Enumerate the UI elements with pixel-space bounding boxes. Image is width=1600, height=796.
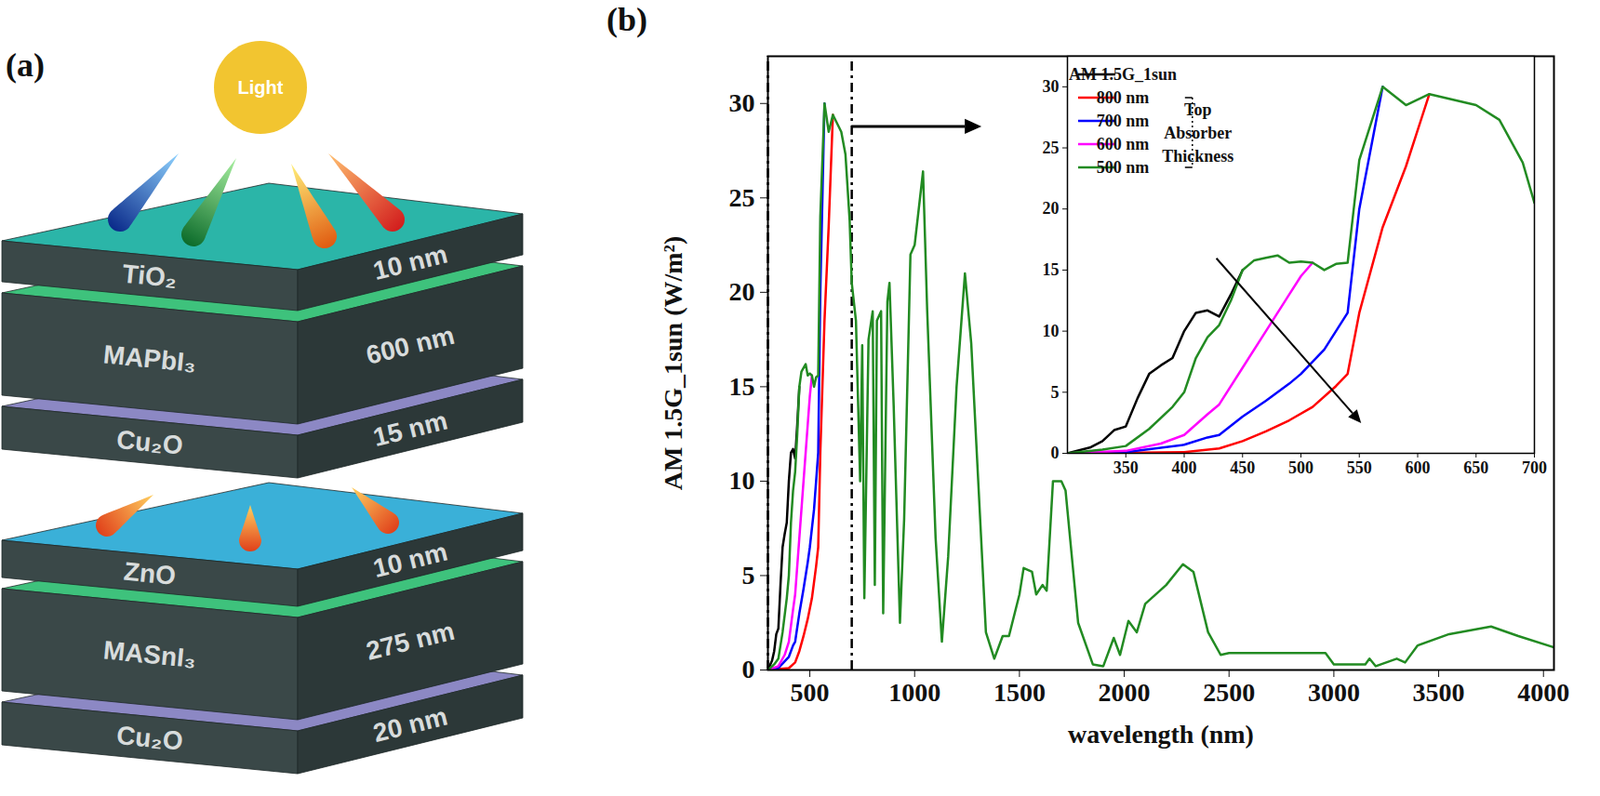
svg-text:350: 350 bbox=[1113, 458, 1139, 478]
svg-text:15 nm: 15 nm bbox=[370, 406, 451, 454]
svg-text:10: 10 bbox=[729, 466, 756, 495]
svg-text:AM 1.5G_1sun (W/m²): AM 1.5G_1sun (W/m²) bbox=[658, 236, 688, 492]
svg-text:600: 600 bbox=[1405, 458, 1431, 478]
svg-text:650: 650 bbox=[1463, 458, 1489, 478]
svg-text:0: 0 bbox=[742, 654, 756, 684]
svg-text:2500: 2500 bbox=[1202, 678, 1255, 707]
svg-text:1000: 1000 bbox=[888, 678, 941, 707]
svg-text:400: 400 bbox=[1172, 458, 1198, 478]
svg-text:500: 500 bbox=[790, 678, 830, 707]
svg-text:20: 20 bbox=[1042, 199, 1060, 218]
svg-text:Absorber: Absorber bbox=[1163, 123, 1232, 143]
svg-text:25: 25 bbox=[1042, 138, 1060, 158]
svg-text:600 nm: 600 nm bbox=[1096, 134, 1150, 154]
svg-text:500 nm: 500 nm bbox=[1096, 158, 1150, 177]
svg-text:(a): (a) bbox=[5, 46, 45, 84]
svg-text:Top: Top bbox=[1184, 100, 1212, 120]
svg-text:275 nm: 275 nm bbox=[363, 616, 458, 667]
svg-text:30: 30 bbox=[729, 88, 756, 118]
svg-text:3000: 3000 bbox=[1307, 678, 1360, 707]
svg-text:1500: 1500 bbox=[993, 678, 1046, 707]
svg-text:10 nm: 10 nm bbox=[370, 537, 451, 585]
svg-text:15: 15 bbox=[1042, 260, 1060, 280]
svg-text:ZnO: ZnO bbox=[122, 557, 178, 591]
svg-text:550: 550 bbox=[1346, 458, 1373, 478]
svg-text:30: 30 bbox=[1042, 77, 1060, 96]
svg-text:4000: 4000 bbox=[1517, 678, 1570, 707]
svg-text:TiO₂: TiO₂ bbox=[120, 259, 178, 294]
svg-text:600 nm: 600 nm bbox=[363, 320, 458, 371]
svg-text:Light: Light bbox=[238, 77, 284, 98]
svg-text:700: 700 bbox=[1521, 458, 1547, 478]
svg-text:AM 1.5G_1sun: AM 1.5G_1sun bbox=[1068, 65, 1177, 84]
svg-text:Cu₂O: Cu₂O bbox=[115, 425, 185, 461]
svg-text:25: 25 bbox=[729, 183, 756, 213]
svg-text:5: 5 bbox=[1051, 383, 1060, 402]
svg-text:wavelength (nm): wavelength (nm) bbox=[1067, 720, 1254, 749]
svg-text:700 nm: 700 nm bbox=[1096, 111, 1150, 131]
svg-text:2000: 2000 bbox=[1098, 678, 1151, 707]
svg-text:Cu₂O: Cu₂O bbox=[115, 720, 185, 757]
svg-text:15: 15 bbox=[729, 372, 756, 401]
svg-text:20: 20 bbox=[729, 277, 756, 307]
svg-text:0: 0 bbox=[1051, 443, 1060, 463]
svg-text:500: 500 bbox=[1288, 458, 1314, 478]
svg-text:Thickness: Thickness bbox=[1161, 146, 1234, 166]
svg-text:10: 10 bbox=[1042, 321, 1060, 341]
html-text:(b): (b) bbox=[606, 0, 648, 39]
svg-text:MAPbI₃: MAPbI₃ bbox=[102, 339, 199, 378]
svg-text:MASnI₃: MASnI₃ bbox=[102, 635, 199, 674]
svg-text:3500: 3500 bbox=[1413, 678, 1466, 707]
svg-text:20 nm: 20 nm bbox=[370, 702, 451, 749]
svg-text:450: 450 bbox=[1229, 458, 1255, 478]
svg-text:800 nm: 800 nm bbox=[1096, 88, 1150, 107]
svg-text:5: 5 bbox=[742, 560, 756, 590]
svg-text:10 nm: 10 nm bbox=[370, 240, 451, 287]
